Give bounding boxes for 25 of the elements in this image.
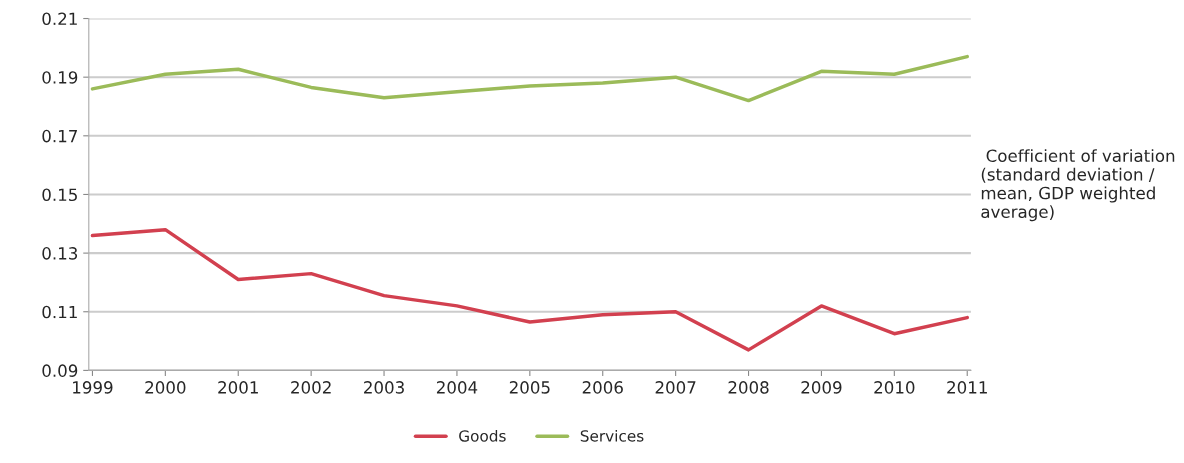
line-series [90, 54, 969, 103]
x-tick-label: 2004 [436, 381, 478, 394]
x-tick-label: 2010 [874, 381, 915, 394]
x-tick-label: 2001 [218, 381, 258, 394]
x-tick-label: 2006 [582, 381, 623, 394]
y-tick-label: 0.17 [42, 129, 77, 143]
x-tick-label: 2000 [145, 381, 186, 394]
x-tick-label: 2002 [291, 381, 331, 394]
line-series [90, 227, 969, 352]
y-tick-label: 0.09 [42, 364, 78, 377]
x-tick-label: 2008 [728, 381, 769, 394]
y-tick-label: 0.19 [42, 71, 78, 84]
x-tick-label: 2009 [801, 381, 842, 394]
y-tick-label: 0.15 [42, 188, 77, 202]
legend-label: Services [580, 429, 644, 442]
y-tick-label: 0.13 [42, 247, 78, 260]
x-tick-label: 1999 [73, 381, 113, 394]
x-tick-label: 2007 [655, 381, 696, 394]
legend-label: Goods [459, 429, 506, 442]
x-tick-label: 2011 [947, 381, 987, 394]
y-tick-label: 0.21 [42, 12, 77, 26]
x-tick-label: 2003 [364, 381, 404, 394]
text: Coefficient of variation (standard deviation / mean, GDP weighted average) [981, 149, 1175, 222]
x-tick-label: 2005 [509, 381, 550, 394]
y-tick-label: 0.11 [42, 305, 77, 319]
